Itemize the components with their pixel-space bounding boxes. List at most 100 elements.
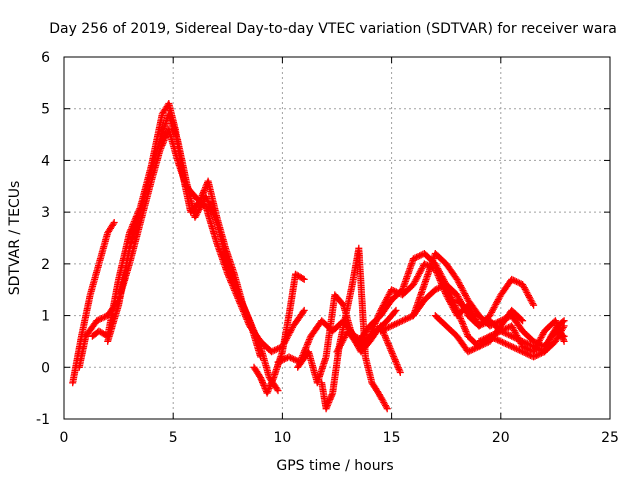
data-point (101, 313, 109, 321)
x-tick-labels: 0 5 10 15 20 25 (60, 430, 619, 446)
data-point (467, 346, 475, 354)
data-point (274, 387, 282, 395)
data-point (536, 350, 544, 358)
data-point (492, 329, 500, 337)
data-point (199, 188, 207, 196)
data-point (260, 381, 268, 389)
data-point (447, 292, 455, 300)
data-point (511, 344, 519, 352)
data-point (498, 316, 506, 324)
data-point (244, 314, 252, 321)
series-track-d (104, 110, 265, 361)
data-point (205, 199, 213, 207)
data-point (110, 219, 118, 226)
y-tick-label: 1 (41, 309, 50, 325)
x-tick-label: 10 (273, 430, 291, 446)
data-point (454, 308, 462, 316)
data-point (272, 346, 280, 354)
y-axis-label: SDTVAR / TECUs (7, 181, 23, 296)
data-point (126, 229, 133, 237)
data-point (502, 340, 509, 348)
data-point (238, 299, 246, 307)
data-point (282, 354, 290, 362)
plot-frame (63, 56, 611, 420)
data-point (517, 339, 525, 347)
series-track-n (453, 296, 568, 356)
data-point (526, 352, 534, 359)
data-point (205, 201, 213, 209)
data-point (514, 346, 522, 354)
data-point (543, 342, 551, 350)
data-point (453, 306, 461, 314)
data-point (406, 313, 414, 321)
data-point (389, 287, 397, 294)
data-point (560, 337, 568, 345)
data-point (416, 252, 424, 260)
data-point (368, 327, 376, 335)
data-point (383, 337, 391, 344)
y-tick-label: 2 (41, 257, 50, 273)
data-point (497, 317, 505, 325)
data-point (512, 345, 520, 353)
data-point (382, 403, 390, 411)
data-point (409, 255, 417, 263)
data-point (480, 320, 488, 328)
data-point (458, 285, 466, 293)
data-point (93, 317, 101, 325)
data-point (385, 341, 393, 349)
data-point (235, 293, 243, 300)
data-point (538, 332, 546, 340)
data-point (503, 314, 511, 322)
data-point (470, 345, 478, 353)
data-point (395, 318, 403, 326)
data-point (533, 352, 541, 359)
data-point (99, 314, 107, 322)
data-point (299, 308, 307, 316)
data-point (525, 351, 533, 359)
data-point (388, 286, 396, 294)
data-point (126, 227, 134, 235)
data-point (383, 405, 391, 413)
data-point (200, 187, 208, 195)
y-tick-label: 6 (41, 50, 50, 66)
data-point (240, 304, 248, 312)
ticks (63, 56, 611, 420)
data-point (257, 353, 265, 361)
data-point (383, 295, 391, 303)
data-point (385, 323, 392, 331)
data-point (556, 328, 564, 336)
data-point (390, 353, 398, 360)
y-tick-label: -1 (36, 412, 50, 428)
data-point (534, 351, 542, 359)
data-point (472, 344, 480, 352)
data-point (477, 321, 484, 329)
data-point (259, 378, 266, 386)
data-point (505, 341, 513, 349)
data-point (387, 346, 395, 354)
data-point (437, 271, 445, 279)
data-point (546, 335, 554, 343)
data-point (436, 284, 444, 291)
data-point (517, 316, 525, 324)
x-tick-label: 25 (601, 430, 619, 446)
data-point (461, 326, 469, 334)
data-point (273, 385, 281, 393)
data-point (500, 326, 508, 334)
data-point (525, 293, 533, 301)
data-point (392, 359, 400, 367)
data-point (500, 339, 508, 347)
data-point (274, 358, 282, 366)
data-point (491, 335, 499, 342)
data-point (210, 210, 217, 218)
data-point (378, 326, 386, 334)
data-point (469, 346, 477, 354)
data-point (542, 343, 550, 351)
data-point (390, 354, 398, 362)
data-point (514, 278, 522, 286)
y-tick-labels: -1 0 1 2 3 4 5 6 (36, 50, 50, 428)
data-point (559, 318, 567, 326)
data-point (498, 338, 506, 346)
data-point (279, 356, 287, 364)
data-point (475, 322, 483, 330)
